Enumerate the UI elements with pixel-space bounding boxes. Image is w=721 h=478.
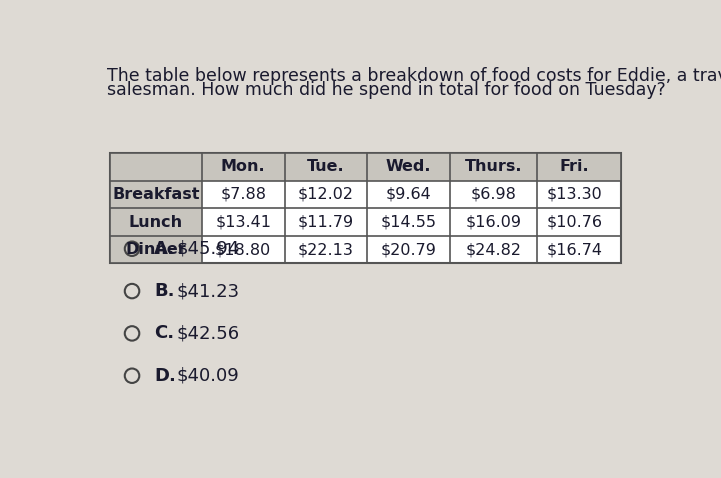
Text: Tue.: Tue. [307, 159, 345, 174]
Text: Lunch: Lunch [129, 215, 183, 229]
Text: $45.94: $45.94 [177, 240, 240, 258]
Text: $10.76: $10.76 [547, 215, 603, 229]
Text: $20.79: $20.79 [381, 242, 436, 257]
Text: $11.79: $11.79 [298, 215, 354, 229]
Bar [110, 153, 621, 263]
Bar [110, 208, 202, 236]
Text: $6.98: $6.98 [470, 187, 516, 202]
Text: $13.41: $13.41 [216, 215, 271, 229]
Bar [110, 181, 202, 208]
Text: $22.13: $22.13 [298, 242, 354, 257]
Text: $16.09: $16.09 [465, 215, 521, 229]
Text: $42.56: $42.56 [177, 325, 240, 342]
Text: Dinner: Dinner [125, 242, 186, 257]
Text: Wed.: Wed. [386, 159, 431, 174]
Text: B.: B. [154, 282, 175, 300]
Text: Breakfast: Breakfast [112, 187, 200, 202]
Text: $40.09: $40.09 [177, 367, 239, 385]
Text: Fri.: Fri. [559, 159, 589, 174]
Text: salesman. How much did he spend in total for food on Tuesday?: salesman. How much did he spend in total… [107, 81, 665, 99]
Text: $12.02: $12.02 [298, 187, 354, 202]
Text: A.: A. [154, 240, 175, 258]
Bar [110, 153, 621, 181]
Text: Thurs.: Thurs. [464, 159, 522, 174]
Text: $14.55: $14.55 [381, 215, 437, 229]
Text: The table below represents a breakdown of food costs for Eddie, a traveling: The table below represents a breakdown o… [107, 66, 721, 85]
Text: D.: D. [154, 367, 176, 385]
Text: $41.23: $41.23 [177, 282, 240, 300]
Text: C.: C. [154, 325, 174, 342]
Text: $13.30: $13.30 [547, 187, 603, 202]
Text: Mon.: Mon. [221, 159, 265, 174]
Text: $9.64: $9.64 [386, 187, 431, 202]
Bar [110, 236, 202, 263]
Text: $16.74: $16.74 [547, 242, 603, 257]
Text: $18.80: $18.80 [215, 242, 271, 257]
Text: $7.88: $7.88 [220, 187, 266, 202]
Text: $24.82: $24.82 [465, 242, 521, 257]
